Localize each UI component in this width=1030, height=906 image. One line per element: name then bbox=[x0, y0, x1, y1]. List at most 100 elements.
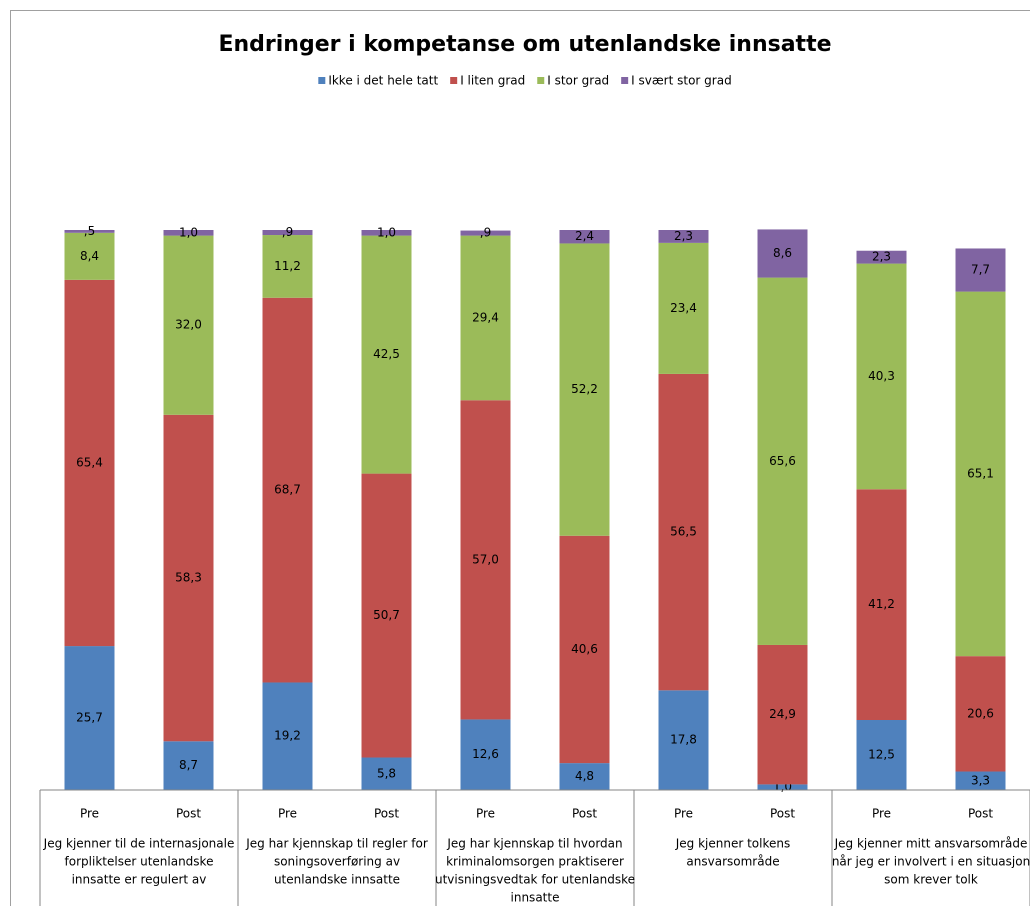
data-label: 29,4 bbox=[472, 310, 499, 324]
data-label: 65,4 bbox=[76, 455, 103, 469]
data-label: 5,8 bbox=[377, 766, 396, 780]
legend-swatch bbox=[537, 77, 545, 84]
bar-segment bbox=[361, 235, 412, 474]
bar-segment bbox=[559, 763, 610, 790]
bar-segment bbox=[658, 373, 709, 691]
group-label: Jeg kjenner til de internasjonale bbox=[43, 837, 235, 851]
bar-segment bbox=[658, 242, 709, 374]
bar-segment bbox=[361, 757, 412, 790]
data-label: 41,2 bbox=[868, 597, 895, 611]
data-label: 20,6 bbox=[967, 706, 994, 720]
x-tick-label: Post bbox=[968, 807, 993, 821]
data-label: 2,3 bbox=[674, 229, 693, 243]
bar-segment bbox=[64, 646, 115, 790]
bar-segment bbox=[856, 250, 907, 264]
bar-segment bbox=[163, 235, 214, 415]
data-label: 1,0 bbox=[179, 225, 198, 239]
chart-title: Endringer i kompetanse om utenlandske in… bbox=[218, 32, 831, 57]
group-label: utvisningsvedtak for utenlandske bbox=[435, 873, 635, 887]
bar-segment bbox=[757, 644, 808, 785]
group-label: Jeg har kjennskap til hvordan bbox=[446, 837, 622, 851]
bar-segment bbox=[658, 230, 709, 243]
bar-segment bbox=[460, 400, 511, 720]
group-label: innsatte bbox=[511, 891, 560, 905]
data-label: 32,0 bbox=[175, 318, 202, 332]
bar-segment bbox=[460, 235, 511, 401]
data-label: 19,2 bbox=[274, 729, 301, 743]
data-label: 8,4 bbox=[80, 249, 99, 263]
group-label: forpliktelser utenlandske bbox=[65, 855, 214, 869]
data-label: 65,6 bbox=[769, 454, 796, 468]
bar-segment bbox=[460, 719, 511, 790]
data-label: 8,7 bbox=[179, 758, 198, 772]
data-label: 23,4 bbox=[670, 301, 697, 315]
group-label: ansvarsområde bbox=[686, 855, 779, 869]
group-label: når jeg er involvert i en situasjon bbox=[832, 855, 1030, 869]
data-label: ,9 bbox=[282, 225, 293, 239]
bar-segment bbox=[163, 414, 214, 742]
legend-label: I stor grad bbox=[547, 74, 609, 88]
data-label: 50,7 bbox=[373, 608, 400, 622]
data-label: 42,5 bbox=[373, 347, 400, 361]
data-label: 12,5 bbox=[868, 748, 895, 762]
data-label: 24,9 bbox=[769, 707, 796, 721]
bar-segment bbox=[460, 230, 511, 236]
bar-segment bbox=[262, 682, 313, 790]
data-label: 2,4 bbox=[575, 229, 594, 243]
bar-segment bbox=[163, 230, 214, 236]
bar-segment bbox=[559, 230, 610, 244]
bar-segment bbox=[262, 230, 313, 236]
data-label: 58,3 bbox=[175, 571, 202, 585]
group-label: Jeg kjenner tolkens bbox=[675, 837, 791, 851]
data-label: 3,3 bbox=[971, 773, 990, 787]
data-label: ,5 bbox=[84, 224, 95, 238]
data-label: 7,7 bbox=[971, 263, 990, 277]
legend-label: I svært stor grad bbox=[631, 74, 732, 88]
x-tick-label: Post bbox=[374, 807, 399, 821]
bar-segment bbox=[559, 243, 610, 536]
data-label: 40,6 bbox=[571, 642, 598, 656]
bar-segment bbox=[856, 263, 907, 490]
data-label: 2,3 bbox=[872, 250, 891, 264]
data-label: 52,2 bbox=[571, 382, 598, 396]
bar-segment bbox=[64, 230, 115, 233]
x-tick-label: Pre bbox=[476, 807, 495, 821]
legend-label: I liten grad bbox=[460, 74, 525, 88]
data-label: 8,6 bbox=[773, 246, 792, 260]
bar-segment bbox=[856, 720, 907, 790]
bar-segment bbox=[64, 232, 115, 280]
chart-frame bbox=[10, 10, 1030, 906]
x-tick-label: Pre bbox=[278, 807, 297, 821]
data-label: 25,7 bbox=[76, 711, 103, 725]
data-label: 56,5 bbox=[670, 525, 697, 539]
group-label: soningsoverføring av bbox=[274, 855, 400, 869]
bar-segment bbox=[757, 277, 808, 645]
x-tick-label: Pre bbox=[872, 807, 891, 821]
group-label: som krever tolk bbox=[884, 873, 978, 887]
bar-segment bbox=[361, 473, 412, 758]
bar-segment bbox=[658, 690, 709, 790]
x-tick-label: Post bbox=[572, 807, 597, 821]
x-tick-label: Post bbox=[770, 807, 795, 821]
group-label: kriminalomsorgen praktiserer bbox=[446, 855, 624, 869]
bar-segment bbox=[559, 535, 610, 764]
x-tick-label: Pre bbox=[80, 807, 99, 821]
bar-segment bbox=[955, 291, 1006, 657]
data-label: 65,1 bbox=[967, 466, 994, 480]
x-tick-label: Post bbox=[176, 807, 201, 821]
group-label: Jeg kjenner mitt ansvarsområde bbox=[834, 837, 1028, 851]
bar-segment bbox=[64, 279, 115, 647]
data-label: 1,0 bbox=[377, 225, 396, 239]
bar-segment bbox=[955, 771, 1006, 790]
group-label: innsatte er regulert av bbox=[72, 873, 207, 887]
x-tick-label: Pre bbox=[674, 807, 693, 821]
data-label: 57,0 bbox=[472, 552, 499, 566]
legend-swatch bbox=[621, 77, 629, 84]
bar-segment bbox=[262, 297, 313, 683]
bar-segment bbox=[262, 235, 313, 298]
legend-label: Ikke i det hele tatt bbox=[328, 74, 438, 88]
data-label: 17,8 bbox=[670, 733, 697, 747]
legend-swatch bbox=[318, 77, 326, 84]
bar-segment bbox=[757, 784, 808, 790]
bar-segment bbox=[856, 489, 907, 720]
